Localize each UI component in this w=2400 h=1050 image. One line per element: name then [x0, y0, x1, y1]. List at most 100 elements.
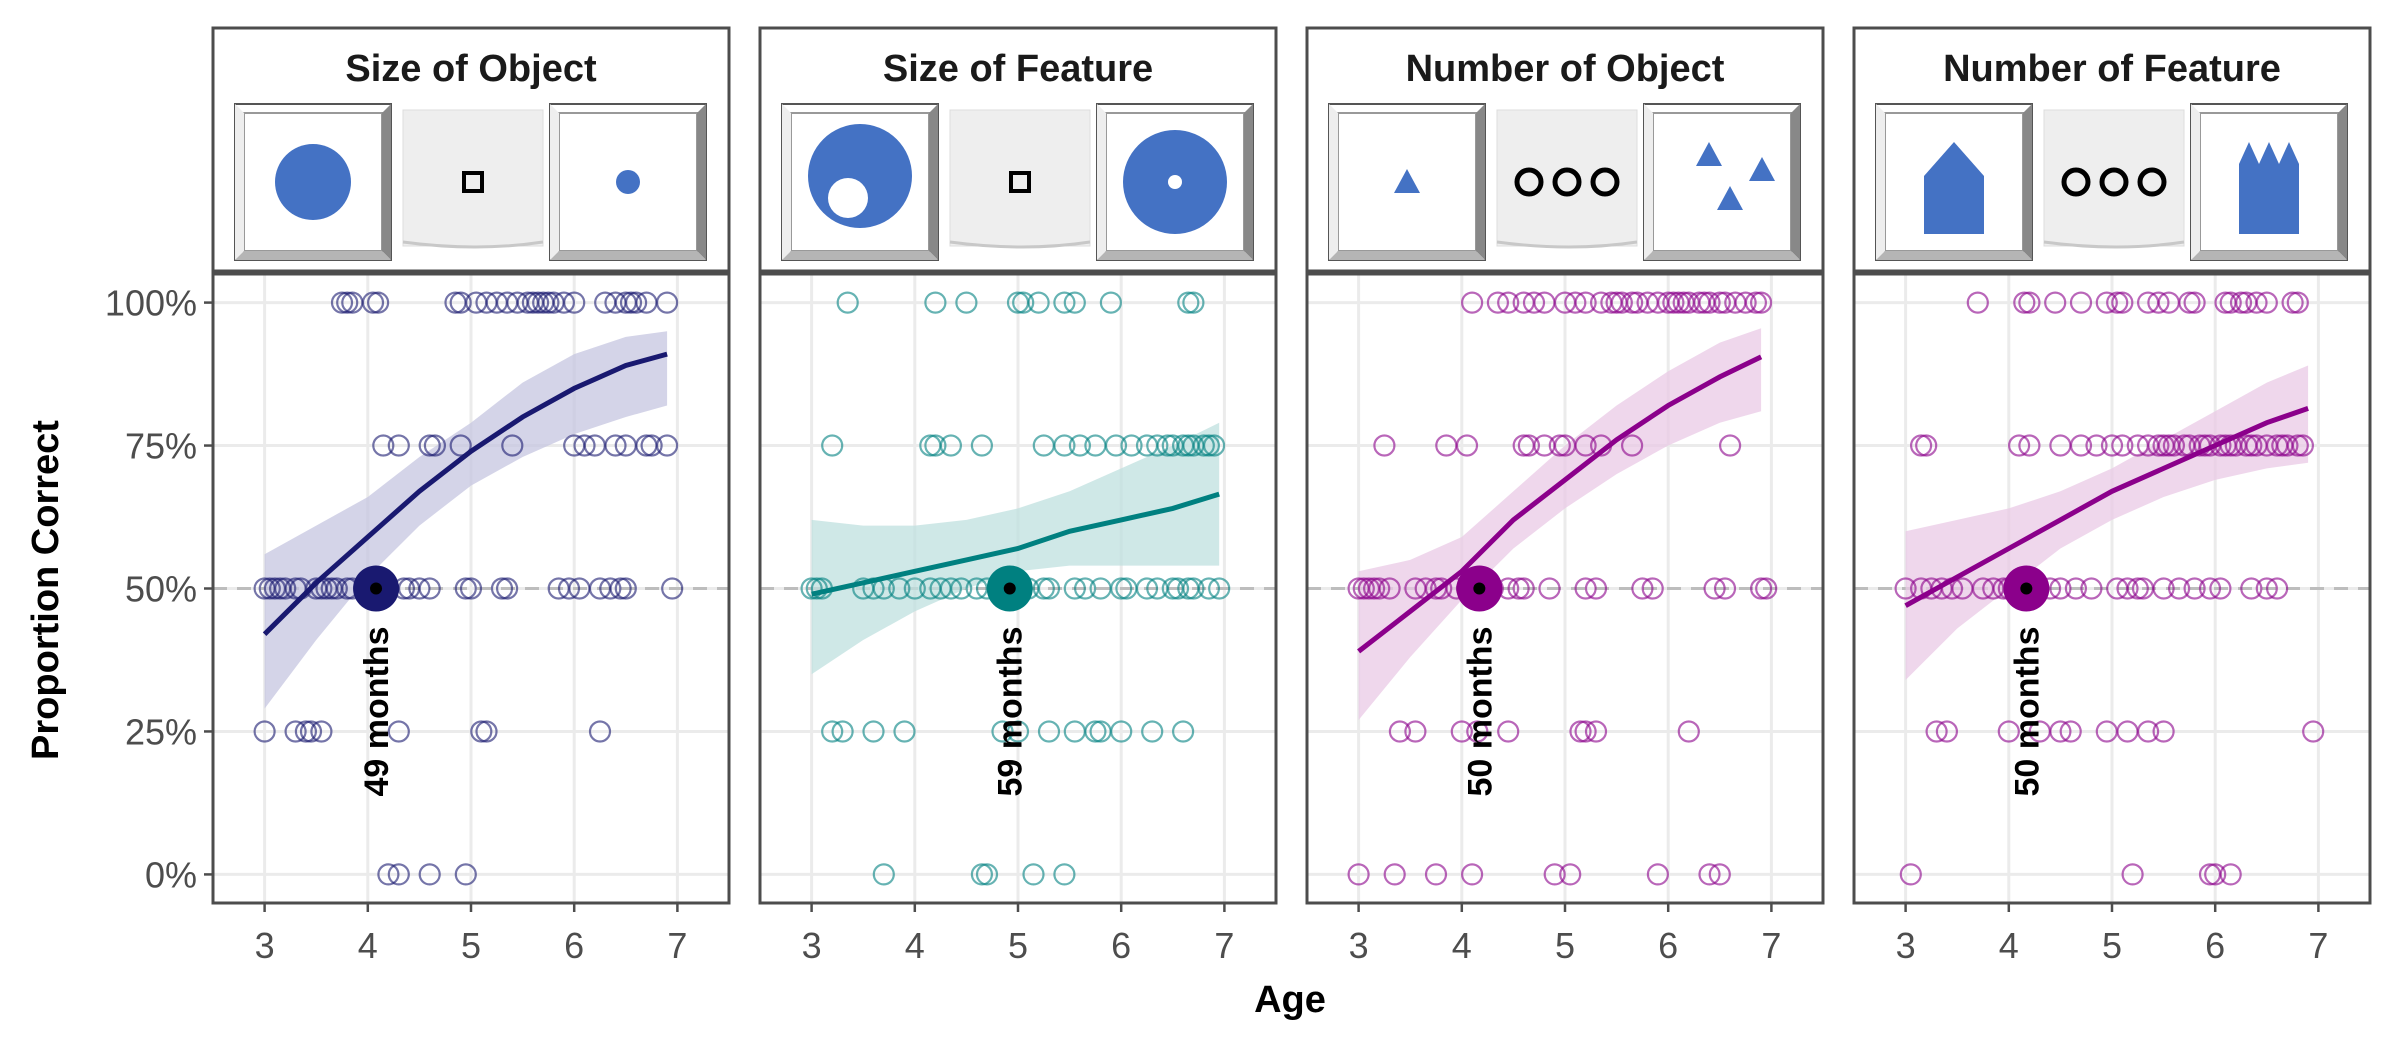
- data-point: [1022, 863, 1045, 886]
- data-point: [1703, 577, 1726, 600]
- threshold-center: [2020, 582, 2033, 595]
- data-point: [821, 434, 844, 457]
- data-point: [2255, 577, 2278, 600]
- chart-panel: Number of Object 50 months 3 4 5 6 7: [1305, 26, 1825, 966]
- x-tick-label: 6: [1658, 925, 1678, 966]
- data-point: [970, 434, 994, 457]
- threshold-label: 59 months: [992, 627, 1030, 797]
- data-point: [2049, 720, 2072, 743]
- data-point: [1197, 434, 1221, 457]
- data-point: [2162, 434, 2185, 457]
- data-point: [655, 434, 679, 457]
- data-point: [1037, 720, 1061, 743]
- data-point: [1352, 577, 1375, 600]
- data-point: [1755, 577, 1778, 600]
- data-point: [1708, 291, 1731, 314]
- data-point: [1718, 434, 1742, 457]
- data-point: [1068, 434, 1092, 457]
- x-tick-label: 5: [1008, 925, 1028, 966]
- data-point: [284, 720, 307, 743]
- data-point: [970, 863, 994, 886]
- data-point: [1466, 720, 1489, 743]
- threshold-center: [1003, 582, 1016, 595]
- data-point: [2302, 720, 2325, 743]
- x-tick-label: 6: [564, 925, 584, 966]
- data-point: [1507, 577, 1530, 600]
- data-point: [1584, 720, 1608, 743]
- x-tick-label: 4: [1452, 925, 1472, 966]
- x-tick-label: 5: [2102, 925, 2122, 966]
- data-point: [1368, 577, 1391, 600]
- y-tick-label: 50%: [125, 569, 197, 610]
- data-point: [459, 577, 483, 600]
- fit-line: [811, 491, 1220, 597]
- data-point: [377, 863, 400, 886]
- data-point: [836, 291, 859, 314]
- data-point: [537, 291, 560, 314]
- data-point: [2126, 577, 2149, 600]
- data-point: [2100, 434, 2124, 457]
- data-point: [1084, 720, 1107, 743]
- data-point: [588, 720, 612, 743]
- data-point: [1734, 291, 1757, 314]
- data-point: [975, 863, 999, 886]
- data-point: [2178, 291, 2201, 314]
- data-point: [2229, 291, 2253, 314]
- data-point: [1362, 577, 1386, 600]
- data-point: [1574, 291, 1597, 314]
- data-point: [1497, 291, 1520, 314]
- data-point: [2281, 291, 2304, 314]
- data-point: [1982, 577, 2005, 600]
- x-tick-label: 6: [1111, 925, 1131, 966]
- data-point: [2276, 434, 2299, 457]
- large-circle-icon: [234, 103, 392, 261]
- data-point: [336, 291, 359, 314]
- data-point: [2245, 291, 2268, 314]
- data-point: [2266, 577, 2289, 600]
- data-point: [955, 291, 978, 314]
- data-point: [2204, 863, 2227, 886]
- data-point: [1006, 720, 1030, 743]
- data-point: [1997, 720, 2020, 743]
- data-point: [2152, 720, 2175, 743]
- data-point: [501, 434, 524, 457]
- data-point: [563, 291, 586, 314]
- fit-line: [1904, 406, 2309, 608]
- data-point: [893, 720, 916, 743]
- data-point: [1486, 291, 1510, 314]
- data-point: [387, 720, 410, 743]
- data-point: [449, 291, 472, 314]
- data-point: [2013, 291, 2036, 314]
- data-point: [2069, 291, 2093, 314]
- data-point: [1104, 434, 1128, 457]
- data-point: [1430, 577, 1453, 600]
- panel-title: Size of Feature: [883, 48, 1153, 90]
- data-point: [2286, 291, 2309, 314]
- data-point: [1110, 577, 1133, 600]
- x-tick-label: 4: [905, 925, 925, 966]
- data-point: [2080, 577, 2103, 600]
- data-point: [1909, 434, 1933, 457]
- data-point: [454, 577, 477, 600]
- data-point: [1713, 577, 1737, 600]
- data-point: [1548, 434, 1571, 457]
- data-point: [965, 577, 988, 600]
- data-point: [2183, 291, 2206, 314]
- data-point: [655, 291, 679, 314]
- data-point: [557, 577, 581, 600]
- data-point: [2106, 291, 2129, 314]
- data-point: [2147, 291, 2170, 314]
- small-circle-icon: [549, 103, 707, 261]
- data-point: [1424, 863, 1448, 886]
- data-point: [1522, 291, 1546, 314]
- data-point: [1925, 720, 1948, 743]
- data-point: [2121, 863, 2144, 886]
- data-point: [1698, 291, 1721, 314]
- data-point: [1450, 720, 1473, 743]
- data-point: [1517, 434, 1541, 457]
- data-point: [1749, 577, 1773, 600]
- x-tick-label: 3: [255, 925, 275, 966]
- data-point: [609, 577, 632, 600]
- house-shape-icon: [1875, 103, 2033, 261]
- x-tick-label: 6: [2205, 925, 2225, 966]
